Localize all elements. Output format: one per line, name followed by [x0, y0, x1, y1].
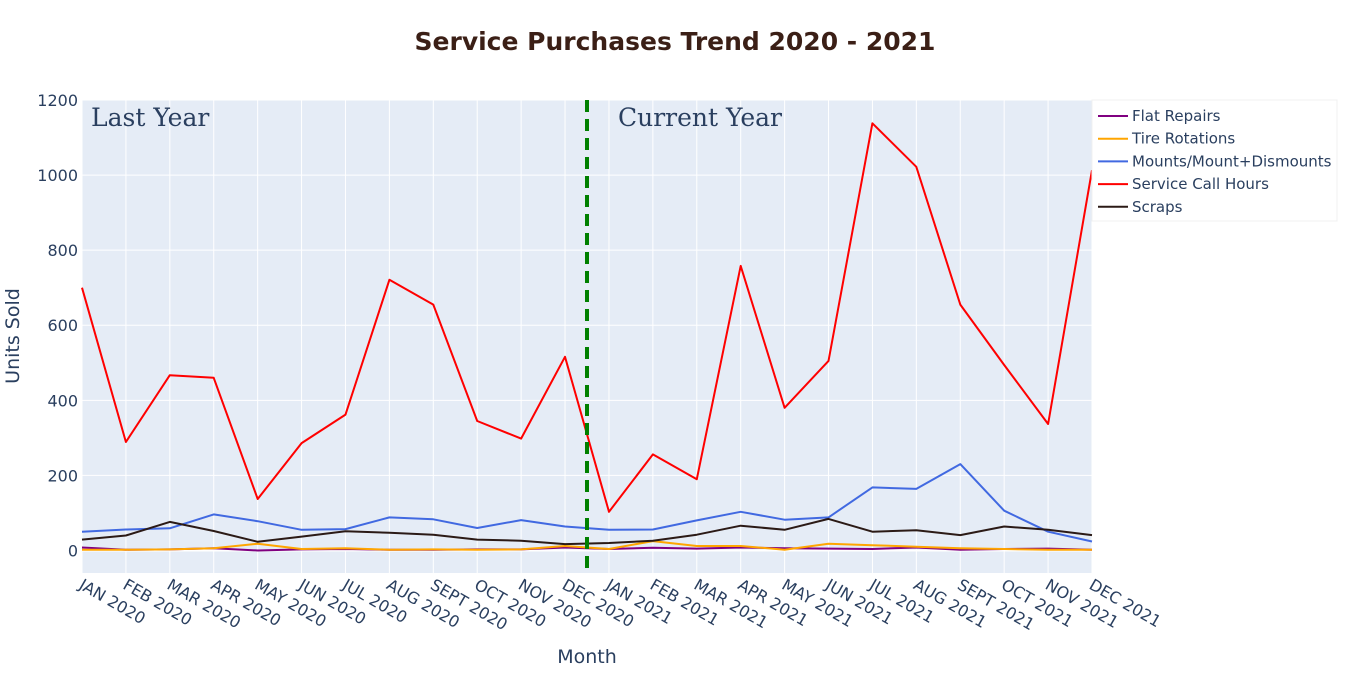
- y-axis-title: Units Sold: [2, 288, 24, 384]
- grid: [81, 99, 1093, 573]
- y-tick-label: 600: [47, 316, 78, 335]
- legend-label: Tire Rotations: [1131, 130, 1235, 148]
- x-axis-title: Month: [557, 646, 617, 668]
- y-tick-label: 400: [47, 391, 78, 410]
- chart-title: Service Purchases Trend 2020 - 2021: [415, 27, 936, 56]
- legend-label: Mounts/Mount+Dismounts: [1132, 152, 1332, 170]
- y-tick-label: 1200: [37, 91, 78, 110]
- y-tick-label: 200: [47, 466, 78, 485]
- y-tick-label: 0: [68, 541, 78, 560]
- legend-label: Flat Repairs: [1132, 107, 1221, 125]
- legend-label: Service Call Hours: [1132, 175, 1269, 193]
- legend-label: Scraps: [1132, 198, 1183, 216]
- legend: Flat Repairs Tire Rotations Mounts/Mount+D…: [1091, 99, 1338, 222]
- y-tick-label: 1000: [37, 166, 78, 185]
- y-tick-label: 800: [47, 241, 78, 260]
- y-axis-ticks: 0 200 400 600 800 1000 1200: [37, 91, 78, 560]
- annotation-current-year: Current Year: [618, 103, 782, 132]
- annotation-last-year: Last Year: [91, 103, 209, 132]
- legend-box: [1091, 99, 1338, 222]
